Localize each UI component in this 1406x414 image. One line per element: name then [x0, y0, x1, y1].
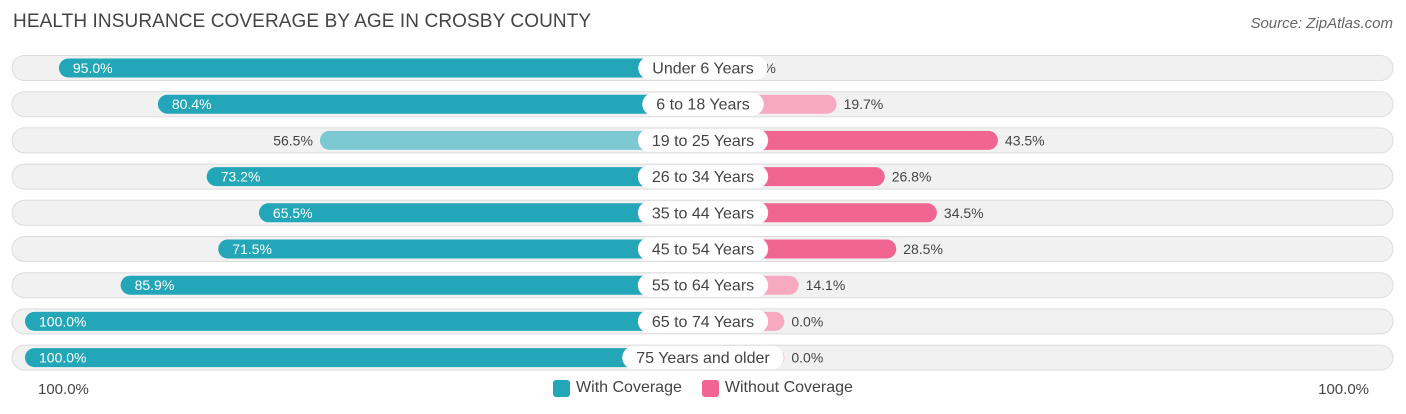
value-label-without-coverage-26-to-34-years: 26.8% — [892, 169, 932, 185]
legend-label-without-coverage: Without Coverage — [724, 379, 853, 396]
legend-item-with-coverage[interactable]: With Coverage — [553, 379, 682, 397]
source-credit: Source: ZipAtlas.com — [1250, 15, 1393, 32]
value-label-without-coverage-19-to-25-years: 43.5% — [1005, 132, 1045, 148]
value-label-with-coverage-35-to-44-years: 65.5% — [273, 205, 313, 221]
category-label-under-6-years: Under 6 Years — [652, 61, 753, 78]
value-label-with-coverage-26-to-34-years: 73.2% — [221, 169, 261, 185]
bar-with-coverage-55-to-64-years — [120, 275, 703, 295]
value-label-with-coverage-45-to-54-years: 71.5% — [232, 241, 272, 257]
value-label-without-coverage-35-to-44-years: 34.5% — [944, 205, 984, 221]
value-label-without-coverage-45-to-54-years: 28.5% — [903, 241, 943, 257]
bar-with-coverage-under-6-years — [58, 58, 703, 78]
category-label-19-to-25-years: 19 to 25 Years — [652, 133, 754, 150]
axis-right-label: 100.0% — [1318, 381, 1369, 398]
category-label-45-to-54-years: 45 to 54 Years — [652, 242, 754, 259]
chart-title: HEALTH INSURANCE COVERAGE BY AGE IN CROS… — [13, 11, 592, 32]
category-label-26-to-34-years: 26 to 34 Years — [652, 169, 754, 186]
value-label-with-coverage-6-to-18-years: 80.4% — [172, 96, 212, 112]
value-label-without-coverage-65-to-74-years: 0.0% — [791, 313, 823, 329]
axis-left-label: 100.0% — [38, 381, 89, 398]
category-pill-19-to-25-years — [637, 128, 769, 152]
value-label-without-coverage-75-years-and-older: 0.0% — [791, 350, 823, 366]
bar-with-coverage-19-to-25-years — [319, 130, 703, 150]
category-pill-45-to-54-years — [637, 237, 769, 261]
category-pill-under-6-years — [638, 56, 768, 80]
category-label-35-to-44-years: 35 to 44 Years — [652, 205, 754, 222]
value-label-with-coverage-under-6-years: 95.0% — [73, 60, 113, 76]
bar-with-coverage-75-years-and-older — [25, 348, 703, 368]
legend-swatch-without-coverage — [701, 379, 719, 397]
category-pill-75-years-and-older — [622, 346, 784, 370]
category-label-75-years-and-older: 75 Years and older — [636, 350, 770, 367]
bar-with-coverage-6-to-18-years — [157, 94, 703, 114]
bar-with-coverage-26-to-34-years — [206, 167, 704, 187]
value-label-with-coverage-55-to-64-years: 85.9% — [135, 277, 175, 293]
value-label-with-coverage-65-to-74-years: 100.0% — [39, 313, 86, 329]
category-pill-26-to-34-years — [637, 165, 769, 189]
category-label-65-to-74-years: 65 to 74 Years — [652, 314, 754, 331]
legend-label-with-coverage: With Coverage — [576, 379, 682, 396]
category-pill-35-to-44-years — [637, 201, 769, 225]
bar-with-coverage-65-to-74-years — [25, 311, 703, 331]
legend-item-without-coverage[interactable]: Without Coverage — [701, 379, 853, 397]
value-label-with-coverage-75-years-and-older: 100.0% — [39, 350, 86, 366]
category-label-55-to-64-years: 55 to 64 Years — [652, 278, 754, 295]
legend: With Coverage Without Coverage — [0, 379, 1406, 397]
category-pill-6-to-18-years — [642, 92, 764, 116]
bar-without-coverage-19-to-25-years — [703, 130, 998, 150]
value-label-with-coverage-19-to-25-years: 56.5% — [273, 132, 313, 148]
bar-with-coverage-35-to-44-years — [258, 203, 703, 223]
category-pill-65-to-74-years — [637, 309, 769, 333]
bar-with-coverage-45-to-54-years — [218, 239, 704, 259]
value-label-without-coverage-6-to-18-years: 19.7% — [844, 96, 884, 112]
category-pill-55-to-64-years — [637, 273, 769, 297]
legend-swatch-with-coverage — [553, 379, 571, 397]
category-label-6-to-18-years: 6 to 18 Years — [656, 97, 749, 114]
value-label-without-coverage-55-to-64-years: 14.1% — [806, 277, 846, 293]
